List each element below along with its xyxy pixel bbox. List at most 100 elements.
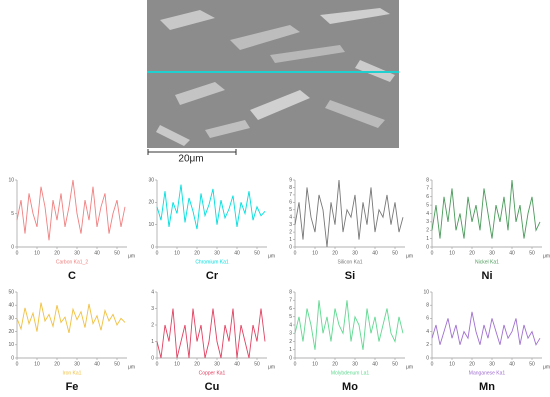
series-line	[431, 311, 541, 346]
y-tick-label: 10	[8, 177, 14, 183]
series-name: Manganese Ka1	[469, 370, 506, 376]
y-tick-label: 10	[148, 222, 154, 228]
y-tick-label: 20	[148, 200, 154, 206]
y-tick-label: 2	[289, 339, 292, 345]
y-tick-label: 8	[289, 289, 292, 295]
y-tick-label: 6	[426, 316, 429, 322]
x-tick-label: 10	[174, 361, 180, 367]
y-tick-label: 5	[289, 314, 292, 320]
element-label: Mn	[479, 381, 495, 393]
x-tick-label: 30	[489, 361, 495, 367]
x-unit: μm	[128, 364, 135, 370]
x-tick-label: 0	[431, 250, 434, 256]
element-label: Cr	[206, 270, 219, 282]
series-name: Molybdenum La1	[331, 370, 370, 376]
sem-image	[147, 0, 399, 148]
scale-label: 20μm	[178, 154, 203, 165]
x-tick-label: 30	[214, 250, 220, 256]
series-line	[156, 308, 266, 359]
x-tick-label: 20	[54, 250, 60, 256]
x-tick-label: 20	[194, 361, 200, 367]
x-unit: μm	[268, 253, 275, 259]
x-tick-label: 50	[392, 361, 398, 367]
x-tick-label: 50	[254, 250, 260, 256]
x-unit: μm	[406, 364, 413, 370]
x-unit: μm	[268, 364, 275, 370]
element-label: Mo	[342, 381, 358, 393]
element-label: Ni	[482, 270, 493, 282]
x-unit: μm	[128, 253, 135, 259]
x-tick-label: 20	[469, 250, 475, 256]
y-tick-label: 9	[289, 177, 292, 183]
element-label: Cu	[205, 381, 220, 393]
x-tick-label: 40	[234, 250, 240, 256]
y-tick-label: 5	[426, 202, 429, 208]
x-unit: μm	[543, 253, 550, 259]
y-tick-label: 5	[11, 211, 14, 217]
series-name: Silicon Ka1	[337, 259, 362, 265]
x-tick-label: 40	[372, 250, 378, 256]
series-line	[294, 179, 404, 248]
x-tick-label: 50	[254, 361, 260, 367]
x-tick-label: 40	[509, 250, 515, 256]
series-name: Iron Ka1	[63, 370, 82, 376]
x-tick-label: 30	[214, 361, 220, 367]
y-tick-label: 2	[151, 322, 154, 328]
y-tick-label: 0	[289, 244, 292, 250]
x-tick-label: 0	[431, 361, 434, 367]
y-tick-label: 0	[426, 244, 429, 250]
x-tick-label: 0	[156, 250, 159, 256]
x-tick-label: 30	[489, 250, 495, 256]
x-tick-label: 40	[372, 361, 378, 367]
y-tick-label: 2	[289, 229, 292, 235]
y-tick-label: 0	[11, 244, 14, 250]
series-line	[16, 302, 126, 334]
y-tick-label: 0	[289, 355, 292, 361]
y-tick-label: 30	[148, 177, 154, 183]
y-tick-label: 0	[11, 355, 14, 361]
x-tick-label: 10	[449, 250, 455, 256]
y-tick-label: 4	[151, 289, 154, 295]
series-name: Carbon Ka1_2	[56, 259, 88, 265]
y-tick-label: 1	[151, 339, 154, 345]
x-tick-label: 20	[54, 361, 60, 367]
y-tick-label: 0	[151, 355, 154, 361]
y-tick-label: 8	[426, 177, 429, 183]
x-tick-label: 0	[294, 250, 297, 256]
x-tick-label: 40	[234, 361, 240, 367]
y-tick-label: 3	[289, 331, 292, 337]
element-label: Si	[345, 270, 355, 282]
y-tick-label: 7	[289, 192, 292, 198]
x-tick-label: 10	[174, 250, 180, 256]
y-tick-label: 0	[426, 355, 429, 361]
y-tick-label: 10	[423, 289, 429, 295]
y-tick-label: 3	[289, 222, 292, 228]
x-tick-label: 30	[74, 361, 80, 367]
y-tick-label: 5	[289, 207, 292, 213]
x-tick-label: 0	[294, 361, 297, 367]
x-tick-label: 30	[352, 250, 358, 256]
series-name: Copper Ka1	[199, 370, 226, 376]
x-tick-label: 50	[114, 250, 120, 256]
y-tick-label: 4	[289, 322, 292, 328]
scale-bar: 20μm	[147, 149, 237, 165]
x-tick-label: 30	[352, 361, 358, 367]
x-tick-label: 20	[332, 361, 338, 367]
y-tick-label: 40	[8, 303, 14, 309]
y-tick-label: 7	[426, 186, 429, 192]
y-tick-label: 1	[426, 236, 429, 242]
series-name: Nickel Ka1	[475, 259, 499, 265]
series-line	[156, 184, 266, 230]
x-tick-label: 10	[34, 250, 40, 256]
x-tick-label: 10	[449, 361, 455, 367]
x-tick-label: 10	[312, 361, 318, 367]
series-line	[16, 179, 126, 241]
x-tick-label: 50	[392, 250, 398, 256]
y-tick-label: 30	[8, 316, 14, 322]
x-tick-label: 10	[312, 250, 318, 256]
x-tick-label: 40	[94, 250, 100, 256]
y-tick-label: 3	[426, 219, 429, 225]
y-tick-label: 8	[426, 303, 429, 309]
element-label: C	[68, 270, 76, 282]
